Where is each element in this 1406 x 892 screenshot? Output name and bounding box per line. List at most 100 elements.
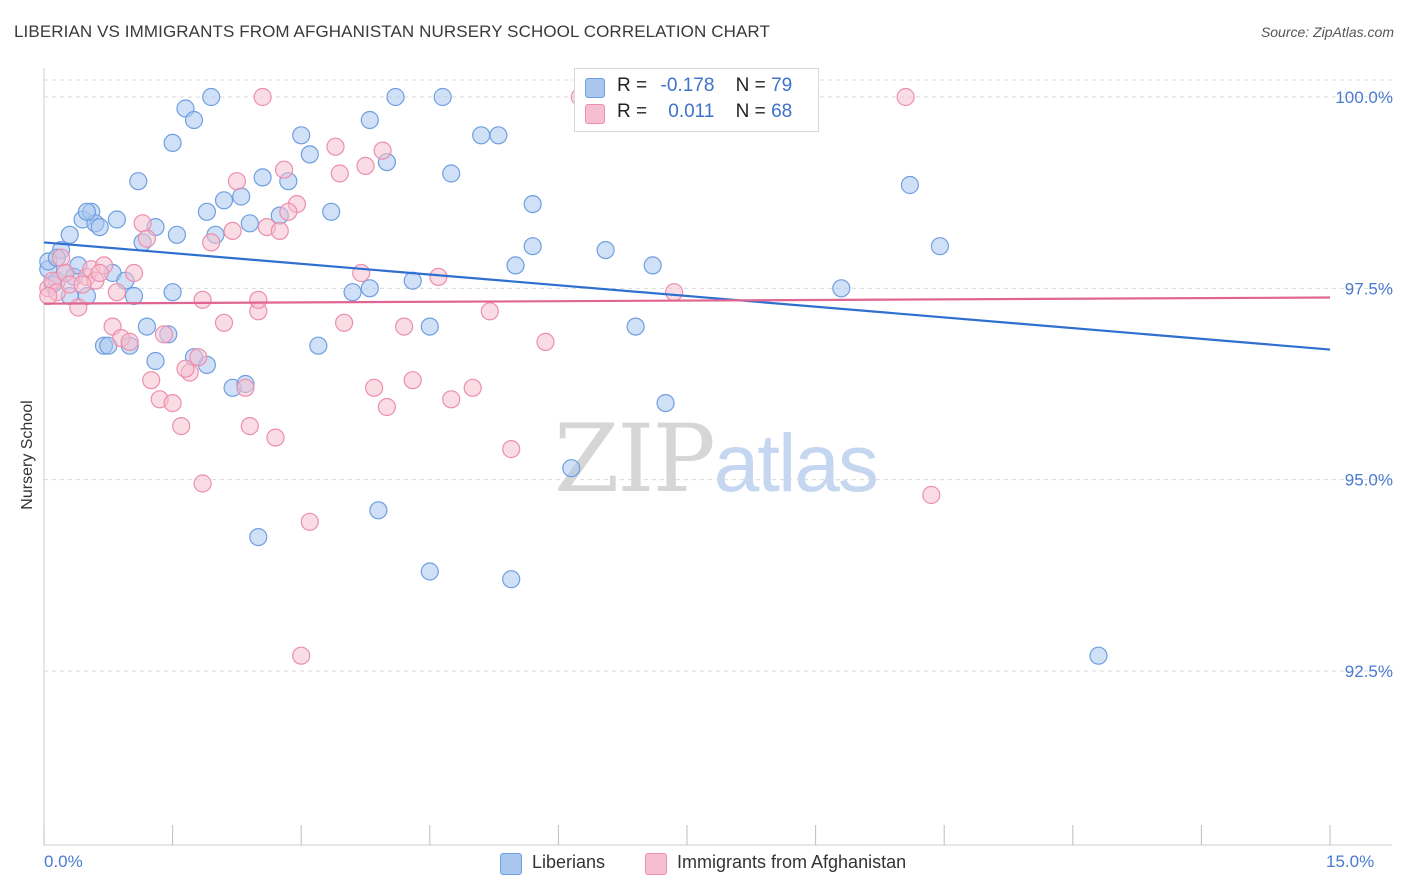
- afghanistan-point: [502, 440, 521, 459]
- afghanistan-point: [922, 485, 941, 505]
- afghanistan-point: [442, 390, 461, 409]
- liberian-point: [433, 87, 452, 107]
- afghanistan-point: [202, 233, 221, 252]
- afghanistan-point: [279, 202, 298, 221]
- liberian-point: [900, 175, 920, 195]
- afghanistan-point: [356, 156, 375, 175]
- afghanistan-point: [240, 417, 259, 436]
- afghanistan-point: [463, 378, 482, 397]
- liberian-point: [292, 126, 311, 145]
- afghanistan-point: [214, 313, 234, 332]
- afghanistan-point: [176, 359, 195, 378]
- liberian-point: [523, 195, 542, 214]
- liberian-point: [930, 237, 950, 256]
- afghanistan-point: [377, 397, 396, 417]
- afghanistan-point: [896, 87, 915, 107]
- liberian-point: [214, 191, 234, 210]
- afghanistan-point: [365, 378, 384, 397]
- liberian-point: [1089, 646, 1108, 665]
- liberian-point: [167, 225, 186, 244]
- afghanistan-point: [249, 290, 268, 309]
- liberian-point: [300, 145, 319, 164]
- afghanistan-point: [664, 283, 684, 302]
- afghanistan-point: [253, 87, 272, 107]
- bottom-legend-label-liberians: Liberians: [532, 852, 606, 872]
- liberian-point: [420, 562, 439, 581]
- afghanistan-point: [73, 275, 92, 294]
- afghanistan-point: [193, 290, 212, 309]
- legend-n-value-liberians: 79: [771, 75, 793, 96]
- afghanistan-point: [270, 221, 289, 240]
- liberian-point: [249, 527, 268, 547]
- afghanistan-point: [90, 263, 109, 283]
- liberian-point: [506, 256, 525, 275]
- liberian-point: [77, 202, 97, 221]
- liberian-point: [129, 172, 148, 191]
- liberian-point: [472, 126, 491, 145]
- legend-r-label: R =: [617, 75, 648, 96]
- afghanistan-point: [133, 214, 152, 233]
- zipatlas-watermark: ZIPatlas: [554, 405, 879, 514]
- liberian-point: [596, 241, 615, 260]
- afghanistan-point: [403, 371, 422, 390]
- liberian-point: [322, 202, 341, 221]
- afghanistan-point: [193, 474, 212, 493]
- afghanistan-point: [429, 267, 448, 286]
- liberian-point: [124, 286, 144, 306]
- legend-r-value-liberians: -0.178: [660, 75, 715, 96]
- liberian-point: [489, 126, 508, 145]
- watermark-zip: ZIP: [554, 405, 716, 514]
- liberian-point: [146, 351, 165, 371]
- afghanistan-point: [172, 417, 191, 436]
- x-tick-label-max: 15.0%: [1326, 852, 1375, 871]
- legend-r-label: R =: [617, 101, 648, 122]
- afghanistan-point: [51, 248, 71, 267]
- liberian-point: [643, 256, 662, 275]
- afghanistan-point: [223, 221, 242, 240]
- liberian-point: [502, 570, 521, 589]
- liberian-point: [197, 202, 216, 221]
- afghanistan-point: [236, 378, 255, 397]
- liberian-point: [343, 283, 362, 302]
- watermark-atlas: atlas: [713, 418, 879, 509]
- y-tick-label: 97.5%: [1345, 279, 1393, 298]
- afghanistan-point: [69, 298, 88, 317]
- bottom-legend-label-afghanistan: Immigrants from Afghanistan: [677, 852, 907, 872]
- liberian-point: [420, 317, 439, 336]
- liberian-point: [386, 87, 405, 107]
- y-tick-label: 92.5%: [1345, 662, 1393, 681]
- afghanistan-point: [142, 371, 161, 390]
- afghanistan-point: [189, 348, 208, 367]
- afghanistan-point: [124, 263, 144, 283]
- liberian-point: [163, 283, 182, 302]
- legend-n-label: N =: [735, 75, 766, 96]
- afghanistan-point: [326, 137, 345, 156]
- liberian-point: [107, 210, 127, 229]
- afghanistan-point: [137, 229, 156, 248]
- bottom-swatch-blue: [500, 853, 522, 875]
- liberian-point: [90, 218, 109, 237]
- afghanistan-point: [335, 313, 354, 332]
- legend-swatch-blue: [585, 78, 605, 98]
- afghanistan-point: [480, 302, 499, 321]
- liberian-point: [202, 87, 221, 107]
- afghanistan-point: [154, 325, 174, 344]
- liberian-point: [309, 336, 328, 355]
- afghanistan-point: [330, 164, 349, 183]
- liberians-trend-line: [43, 241, 1331, 351]
- afghanistan-point: [373, 141, 392, 160]
- correlation-legend: R = -0.178 N = 79 R = 0.011 N = 68: [574, 68, 819, 132]
- afghanistan-point: [352, 263, 371, 283]
- liberian-point: [232, 187, 251, 206]
- liberian-point: [240, 214, 259, 233]
- x-tick-label-min: 0.0%: [44, 852, 83, 871]
- afghanistan-point: [292, 646, 311, 665]
- liberian-point: [163, 133, 182, 152]
- liberian-point: [523, 237, 542, 256]
- liberian-point: [832, 279, 851, 298]
- liberian-point: [184, 110, 204, 130]
- liberian-point: [626, 317, 645, 336]
- afghanistan-point: [107, 283, 127, 302]
- afghanistan-point: [120, 332, 139, 351]
- liberian-point: [60, 225, 79, 244]
